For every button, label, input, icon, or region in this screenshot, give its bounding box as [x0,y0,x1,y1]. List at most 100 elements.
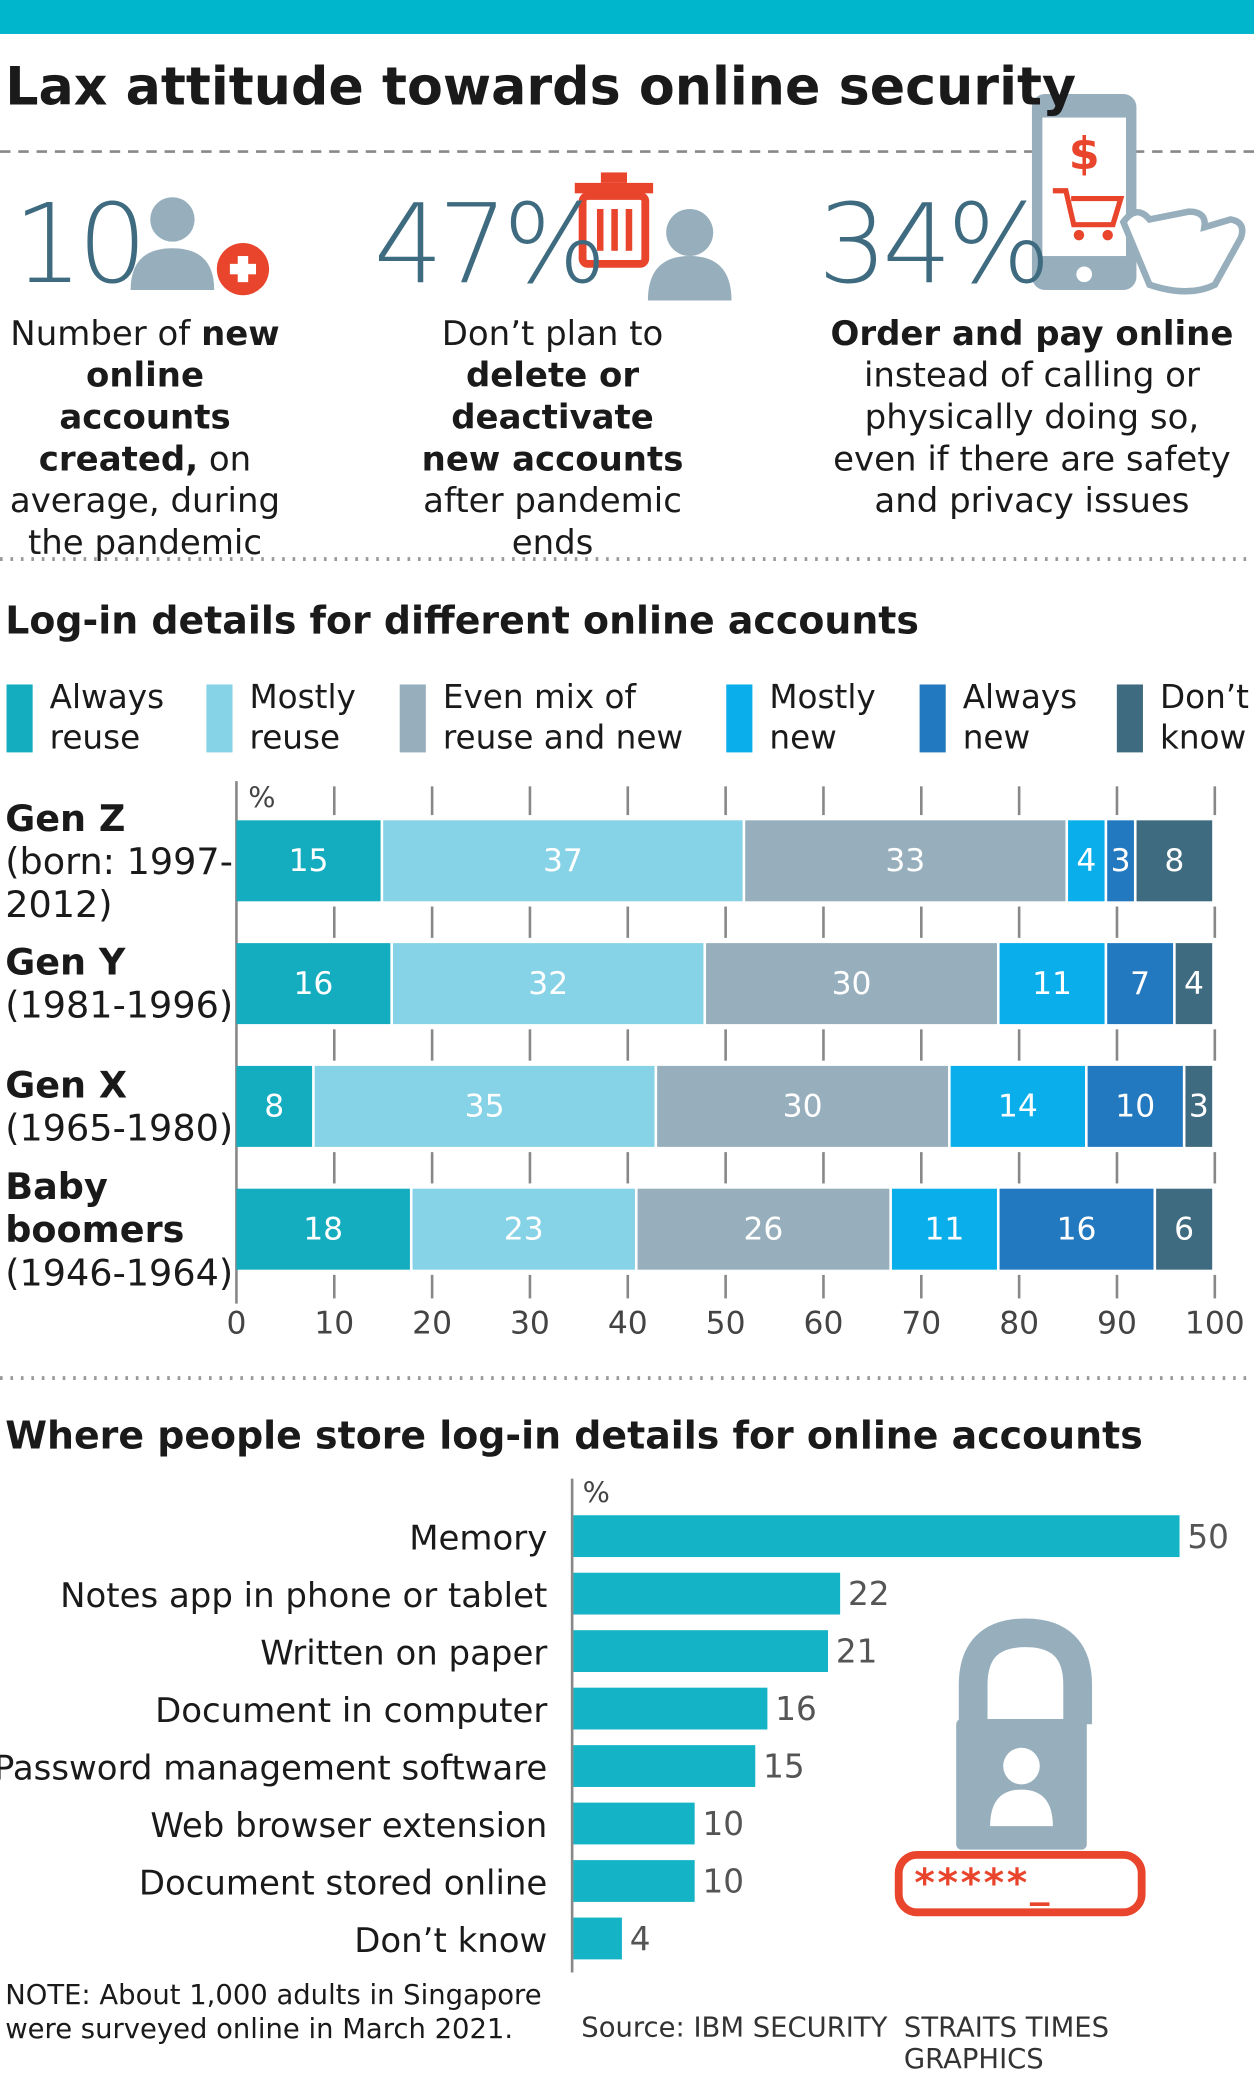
bar-segment [236,1065,313,1147]
data-label: 14 [998,1089,1038,1125]
category-text: Gen Z (born: 1997-2012) [5,796,234,925]
category-label: Notes app in phone or tablet [60,1576,547,1616]
top-band [0,0,1254,34]
legend-swatch [206,684,233,753]
data-label: 16 [293,966,333,1002]
stat-text-run: instead of calling or physically doing s… [833,356,1231,522]
bar-segment [1107,943,1174,1025]
bar-segment [314,1065,655,1147]
unit-label: % [583,1475,610,1509]
legend-label: Always new [962,677,1078,757]
category-label: Gen Y (1981-1996) [5,925,234,1043]
title: Lax attitude towards online security [5,57,1077,118]
category-label: Written on paper [260,1634,547,1674]
data-label: 33 [885,843,925,879]
category-note: (1946-1964) [5,1250,234,1294]
bar [573,1687,768,1730]
category-label: Document in computer [155,1691,547,1731]
category-label: Gen X (1965-1980) [5,1048,234,1166]
person-plus-icon [130,197,270,296]
legend-label: Even mix of reuse and new [442,677,684,757]
x-tick-label: 60 [804,1306,844,1342]
bar [573,1630,829,1672]
bar [573,1802,695,1845]
category-text: Gen Y (1981-1996) [5,941,234,1027]
bar-segment [236,1188,410,1270]
x-tick-label: 10 [314,1306,354,1342]
category-label: Baby boomers (1946-1964) [5,1165,234,1294]
x-tick-label: 70 [901,1306,941,1342]
x-tick-label: 80 [999,1306,1039,1342]
bar-segment [950,1065,1086,1147]
bar-segment [236,943,391,1025]
category-label: Document stored online [139,1863,547,1903]
bar-segment [1068,820,1105,902]
data-label: 10 [1115,1089,1155,1125]
data-label: 30 [783,1089,823,1125]
category-note: (1981-1996) [5,983,234,1027]
bar-segment [657,1065,949,1147]
data-label: 22 [848,1575,890,1613]
bar-segment [236,820,381,902]
chart-title: Log-in details for different online acco… [5,598,919,643]
data-label: 50 [1187,1518,1229,1556]
data-label: 10 [703,1863,745,1901]
data-label: 16 [1057,1211,1097,1247]
x-tick-label: 40 [608,1306,648,1342]
data-label: 37 [543,843,583,879]
chart-title: Where people store log-in details for on… [5,1413,1143,1458]
legend-label: Mostly new [769,677,876,757]
x-tick-label: 100 [1185,1306,1245,1342]
data-label: 11 [925,1211,965,1247]
x-tick-label: 50 [706,1306,746,1342]
bar-segment [1185,1065,1213,1147]
stat-text-run: new online accounts created, [38,314,280,480]
bar-segment [392,943,704,1025]
stat-text-run: after pandemic ends [423,482,682,563]
bar-segment [1136,820,1213,902]
legend-label: Mostly reuse [249,677,356,757]
lock-icon: *****_ [894,1618,1146,1917]
bar-segment [412,1188,635,1270]
svg-text:$: $ [1069,129,1100,180]
category-name: Gen Y [5,940,126,984]
trash-person-icon [574,172,732,301]
bar-segment [637,1188,890,1270]
data-label: 16 [775,1690,817,1728]
data-label: 26 [744,1211,784,1247]
bar-segment [383,820,743,902]
category-name: Baby boomers [5,1164,185,1251]
category-label: Password management software [0,1748,547,1788]
bar-segment [745,820,1066,902]
data-label: 4 [1076,843,1096,879]
stat-value: 10 [13,180,147,309]
stat-text: Number of new online accounts created, o… [5,314,285,565]
data-label: 4 [1184,966,1204,1002]
category-text: Baby boomers (1946-1964) [5,1165,234,1294]
category-label: Memory [409,1519,547,1559]
x-tick-label: 90 [1097,1306,1137,1342]
stat-value: 34% [817,180,1051,309]
category-label: Don’t know [354,1921,547,1961]
data-label: 32 [528,966,568,1002]
legend-swatch [1116,684,1143,753]
bar [573,1515,1180,1558]
data-label: 10 [703,1805,745,1843]
data-label: 7 [1130,966,1150,1002]
svg-text:*****_: *****_ [914,1862,1052,1907]
stat-text-run: Number of [10,314,202,354]
stat-text: Don’t plan to delete or deactivate new a… [413,314,693,565]
bar-segment [891,1188,997,1270]
stat-text-run: on average, during the pandemic [9,440,281,563]
bar-segment [1156,1188,1213,1270]
legend-swatch [399,684,426,753]
legend-label: Don’t know [1159,677,1249,757]
credit: STRAITS TIMES GRAPHICS [903,2011,1110,2074]
category-text: Gen X (1965-1980) [5,1063,234,1149]
category-label: Web browser extension [150,1806,547,1846]
legend-swatch [919,684,946,753]
data-label: 6 [1174,1211,1194,1247]
category-note: (born: 1997-2012) [5,839,233,926]
stat-text-run: Don’t plan to [441,314,664,354]
